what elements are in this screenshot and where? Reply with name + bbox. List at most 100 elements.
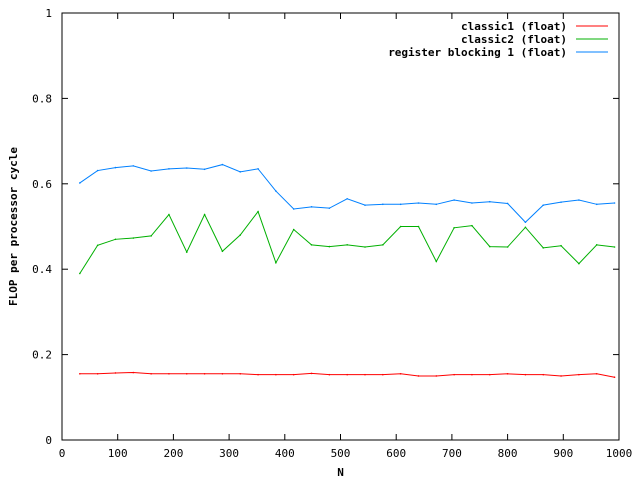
data-point [613,246,616,248]
data-point [488,373,491,376]
data-point [346,197,348,200]
y-tick-label: 0.6 [32,178,52,191]
data-point [471,224,473,227]
data-point [506,246,509,248]
data-point [132,237,135,239]
data-point [399,373,402,375]
x-tick-label: 100 [108,447,128,460]
x-tick-label: 0 [59,447,66,460]
data-point [595,373,598,375]
y-tick-label: 0.4 [32,263,52,276]
data-point [399,225,402,228]
data-point [292,373,295,376]
y-axis-label: FLOP per processor cycle [7,147,20,306]
data-point [203,168,206,171]
data-point [488,245,491,248]
y-tick-label: 0.2 [32,349,52,362]
legend: classic1 (float)classic2 (float)register… [388,20,608,59]
x-tick-label: 800 [498,447,518,460]
data-point [382,244,384,246]
data-point [435,203,438,206]
series-line [79,164,615,223]
data-point [292,208,295,210]
data-point [257,373,259,376]
data-point [417,202,420,204]
data-point [578,262,580,265]
data-point [96,244,99,247]
y-tick-label: 0 [45,434,52,447]
legend-label: register blocking 1 (float) [388,46,567,59]
data-point [382,373,384,376]
data-point [417,225,420,228]
data-point [168,373,170,375]
data-point [560,201,562,203]
data-point [185,251,188,253]
data-point [453,226,455,229]
x-tick-label: 900 [553,447,573,460]
legend-label: classic2 (float) [461,33,567,46]
plot-frame [61,12,620,441]
data-point [221,373,224,375]
data-point [417,375,420,377]
data-point [488,200,491,203]
data-point [595,203,598,206]
data-point [79,373,81,375]
data-point [435,260,438,263]
data-point [239,373,242,375]
data-point [132,165,135,167]
data-point [542,204,545,206]
data-point [310,206,313,208]
data-point [364,373,366,376]
x-tick-label: 200 [163,447,183,460]
data-point [435,375,438,377]
data-point [168,213,170,216]
data-point [185,167,188,169]
data-point [524,226,527,229]
data-point [560,375,562,377]
data-point [257,210,259,213]
data-point [328,245,331,248]
data-point [578,199,580,201]
series-line [79,210,615,274]
data-point [310,372,313,375]
data-point [79,182,81,184]
data-point [382,203,384,206]
x-tick-label: 300 [219,447,239,460]
data-point [114,238,117,241]
data-point [96,373,99,375]
data-point [364,204,366,206]
x-tick-label: 500 [331,447,351,460]
data-point [506,202,509,205]
data-point [275,262,277,264]
data-point [292,228,295,231]
data-point [79,272,81,275]
data-point [185,373,188,375]
series-lines [79,163,616,379]
data-point [275,190,277,192]
data-point [328,207,331,209]
x-tick-label: 600 [386,447,406,460]
data-point [542,247,545,249]
data-point [399,203,402,206]
data-point [346,244,348,246]
data-point [114,166,117,169]
data-point [453,199,455,201]
data-point [168,168,170,170]
data-point [150,235,152,237]
data-point [114,372,117,374]
data-point [524,373,527,376]
data-point [453,373,455,376]
data-point [203,213,206,216]
data-point [471,373,473,376]
data-point [150,170,152,172]
data-point [310,244,313,246]
data-point [613,376,616,379]
data-point [346,373,348,376]
data-point [542,373,545,376]
data-point [328,373,331,376]
x-tick-label: 400 [275,447,295,460]
x-axis-label: N [337,466,344,479]
data-point [257,168,259,170]
legend-label: classic1 (float) [461,20,567,33]
